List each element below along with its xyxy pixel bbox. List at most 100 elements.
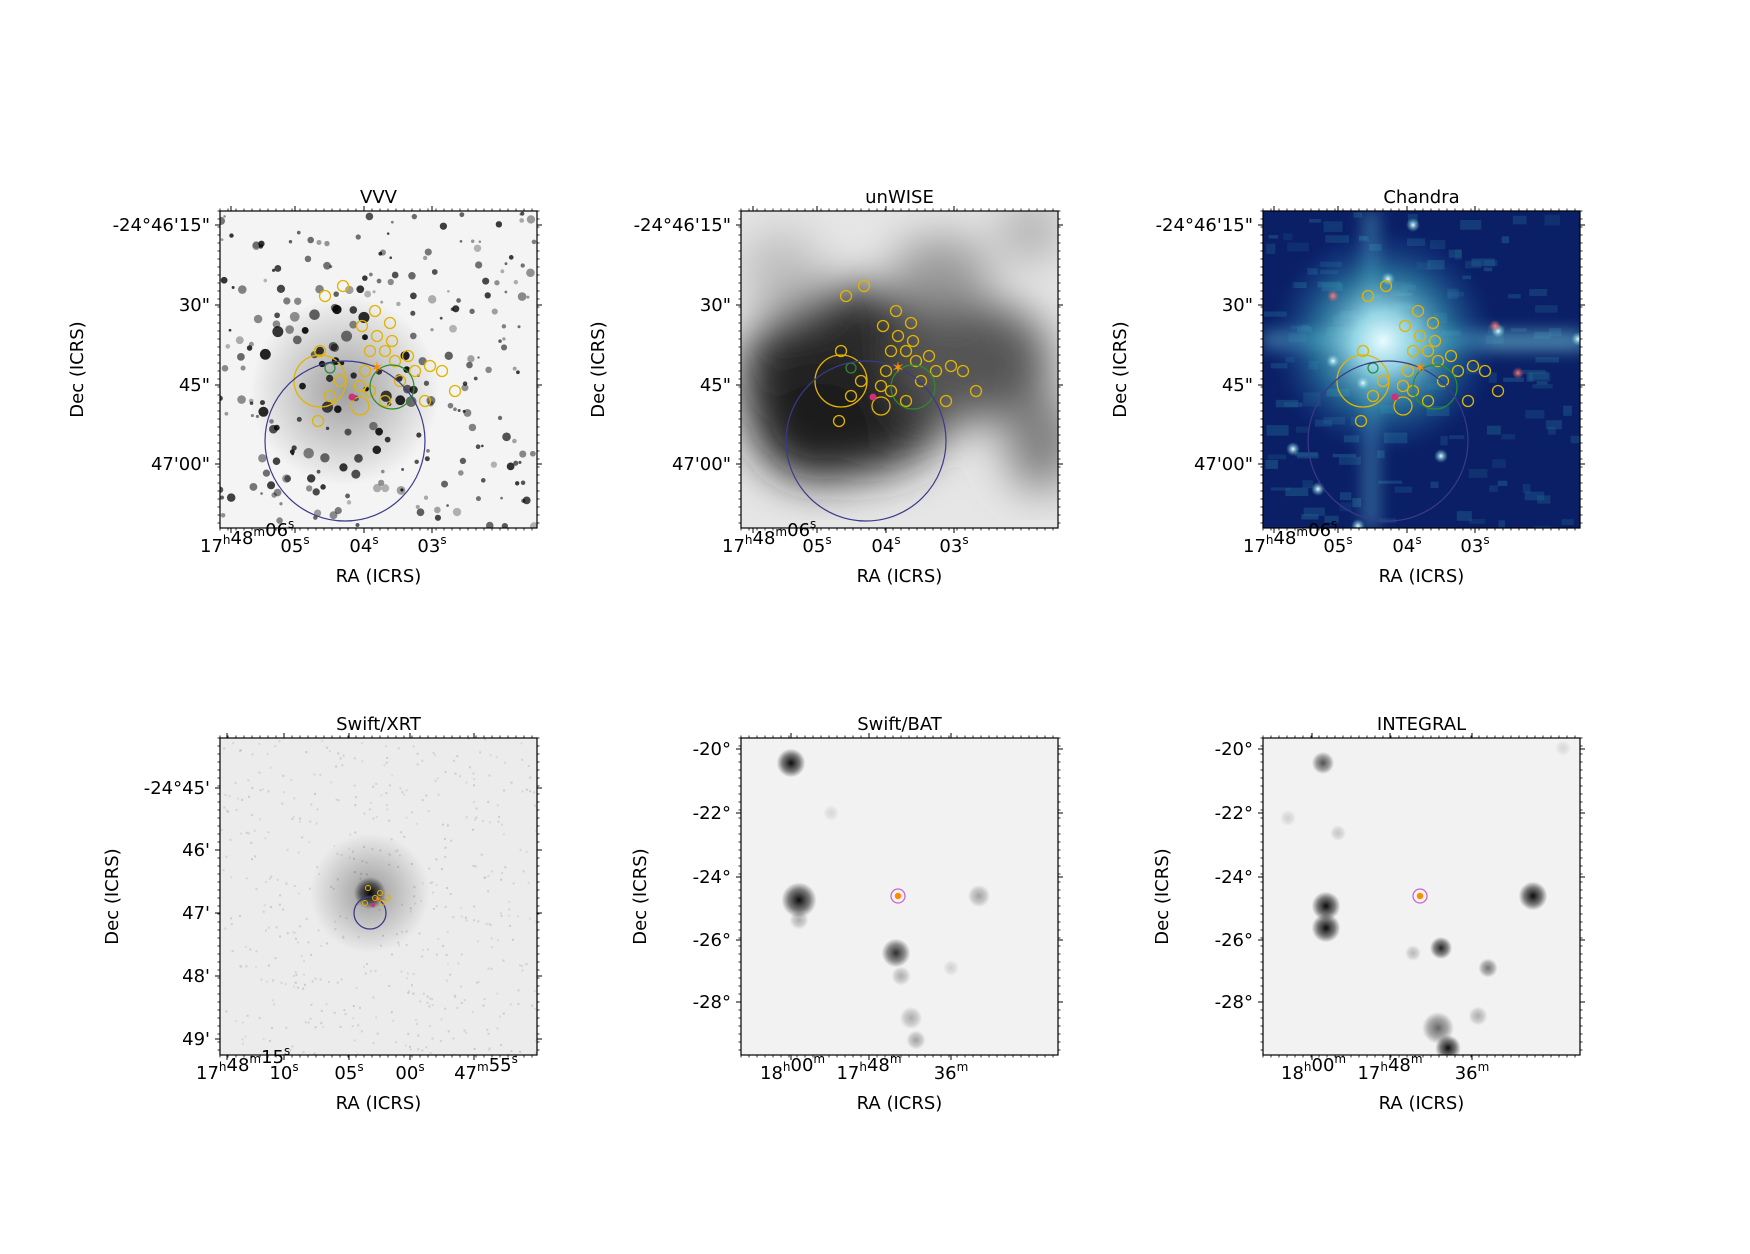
noise-pixel [293, 885, 296, 888]
noise-patch [1503, 377, 1524, 382]
noise-pixel [298, 820, 301, 823]
catalog-marker [969, 384, 983, 398]
y-tick-label: 47'00" [151, 454, 210, 475]
noise-pixel [344, 1013, 347, 1016]
xray-source [1351, 519, 1365, 528]
noise-patch [1547, 427, 1556, 435]
noise-pixel [399, 787, 402, 790]
star-point [459, 239, 463, 243]
noise-pixel [439, 1039, 442, 1042]
noise-pixel [356, 1053, 359, 1055]
noise-pixel [519, 848, 522, 851]
catalog-marker [378, 394, 392, 408]
noise-pixel [484, 738, 487, 741]
star-point [329, 511, 338, 520]
noise-pixel [489, 821, 492, 824]
star-point [434, 506, 441, 514]
source-core [354, 877, 386, 909]
x-tick-label: 17h48m [1357, 1052, 1422, 1084]
catalog-marker [1396, 379, 1410, 393]
noise-patch [1448, 435, 1465, 440]
noise-pixel [412, 972, 415, 975]
star-point [260, 492, 263, 495]
noise-pixel [490, 967, 493, 970]
noise-pixel [421, 799, 424, 802]
noise-pixel [279, 935, 282, 938]
hard-xray-source [1330, 825, 1346, 841]
noise-pixel [501, 823, 504, 826]
noise-pixel [230, 923, 233, 926]
star-point [386, 232, 390, 235]
noise-pixel [265, 929, 268, 932]
noise-pixel [224, 793, 227, 796]
noise-patch [1265, 459, 1279, 469]
catalog-marker [365, 885, 371, 891]
noise-pixel [362, 965, 365, 968]
catalog-marker [879, 364, 893, 378]
noise-pixel [533, 989, 536, 992]
noise-patch [1394, 486, 1413, 493]
noise-pixel [473, 778, 476, 781]
star-point [279, 502, 283, 506]
catalog-marker [313, 344, 327, 358]
noise-patch [1323, 221, 1343, 232]
noise-patch [1332, 453, 1356, 458]
noise-pixel [456, 1006, 459, 1009]
noise-pixel [376, 1032, 379, 1035]
image-content [1263, 738, 1580, 1055]
star-point [529, 450, 536, 457]
noise-pixel [465, 781, 468, 784]
noise-pixel [337, 799, 340, 802]
star-point [423, 380, 430, 386]
star-point [526, 295, 530, 299]
noise-pixel [488, 923, 491, 926]
star-point [529, 522, 537, 528]
catalog-marker [370, 329, 384, 343]
star-point [276, 517, 283, 524]
star-point [258, 240, 265, 247]
noise-pixel [255, 888, 258, 891]
xray-source [1286, 442, 1300, 456]
noise-pixel [385, 804, 388, 807]
noise-pixel [359, 1006, 362, 1009]
noise-pixel [432, 907, 435, 910]
noise-pixel [301, 836, 304, 839]
noise-pixel [234, 781, 237, 784]
catalog-marker [448, 384, 462, 398]
hard-xray-source [1429, 936, 1453, 960]
noise-pixel [244, 1035, 247, 1038]
noise-pixel [320, 1009, 323, 1012]
noise-pixel [491, 870, 494, 873]
noise-pixel [307, 1021, 310, 1024]
noise-pixel [509, 924, 512, 927]
noise-pixel [449, 893, 452, 896]
star-point [453, 407, 457, 412]
noise-pixel [428, 1024, 431, 1027]
target-ring [890, 888, 906, 904]
star-point [334, 507, 342, 515]
noise-pixel [275, 926, 278, 929]
star-point [303, 447, 314, 459]
noise-pixel [313, 773, 316, 776]
noise-pixel [268, 877, 271, 880]
noise-pixel [251, 753, 254, 756]
star-point [517, 325, 521, 329]
noise-pixel [328, 749, 331, 752]
noise-patch [1353, 212, 1363, 218]
noise-pixel [435, 883, 438, 886]
y-tick-label: -24° [1215, 867, 1253, 888]
star-point [482, 277, 490, 285]
diffuse-emission [741, 211, 1058, 491]
noise-pixel [343, 1009, 346, 1012]
error-circle [264, 360, 426, 522]
noise-pixel [294, 931, 297, 934]
noise-pixel [385, 792, 388, 795]
star-point [485, 521, 494, 528]
catalog-marker [401, 349, 415, 363]
noise-pixel [395, 1041, 398, 1044]
noise-pixel [361, 760, 364, 763]
noise-patch [1545, 420, 1562, 430]
noise-pixel [297, 851, 300, 854]
noise-pixel [258, 1017, 261, 1020]
